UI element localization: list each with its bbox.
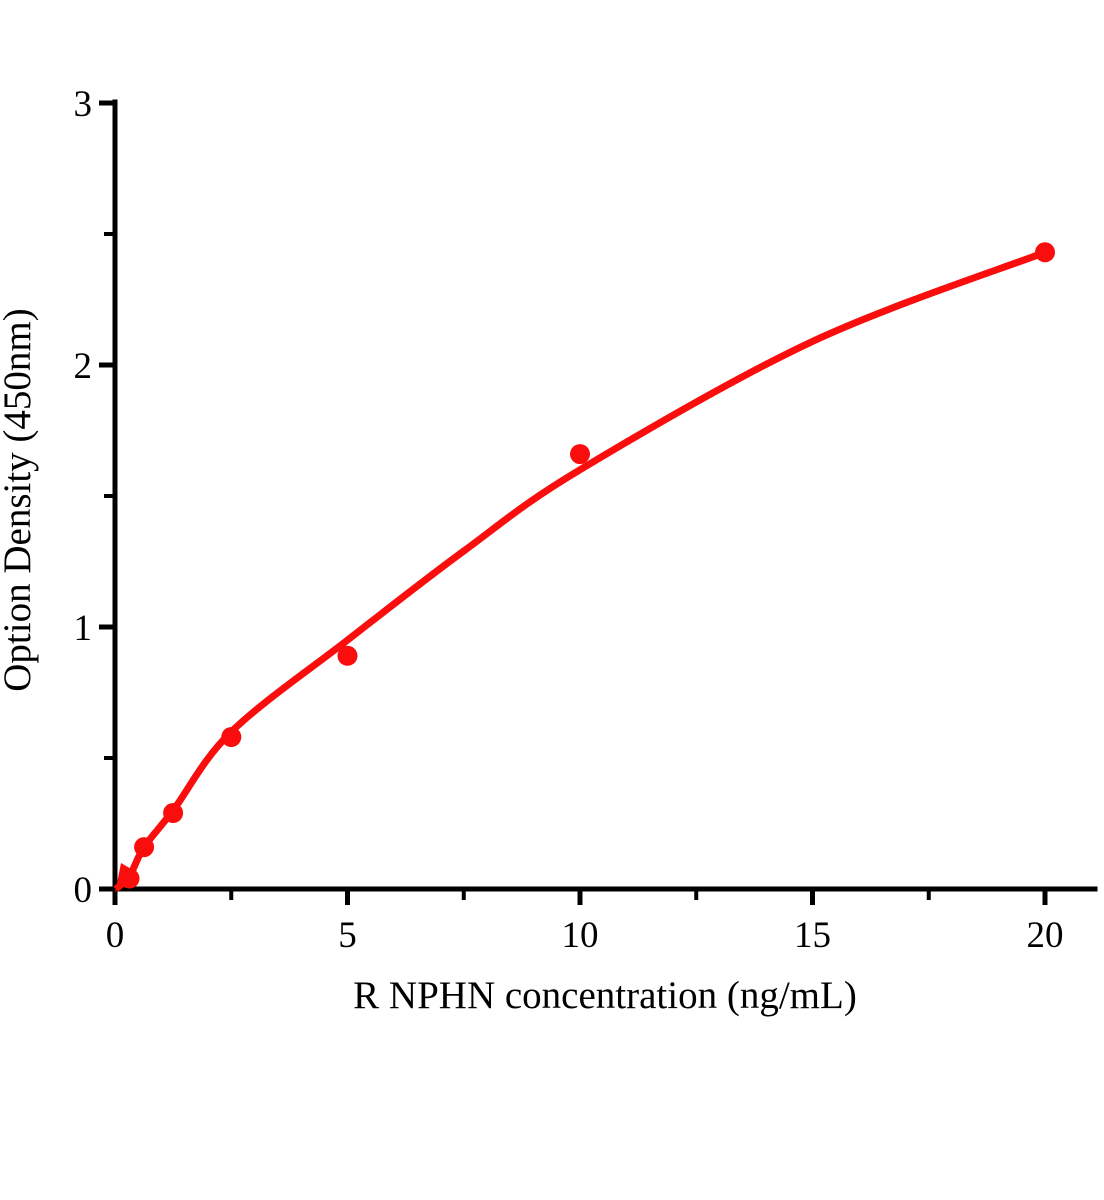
data-points: [119, 242, 1055, 889]
y-tick-label: 1: [74, 608, 93, 649]
data-point: [570, 444, 590, 465]
data-point: [221, 727, 242, 747]
x-tick-label: 15: [794, 915, 831, 956]
x-tick-label: 10: [562, 915, 599, 956]
x-axis-title: R NPHN concentration (ng/mL): [353, 974, 857, 1017]
x-tick-label: 5: [338, 915, 357, 956]
y-tick-label: 2: [74, 346, 93, 387]
y-tick-label: 0: [74, 870, 93, 911]
x-tick-label: 20: [1027, 915, 1064, 956]
data-point: [163, 803, 184, 823]
data-point: [119, 868, 140, 889]
data-point: [1035, 242, 1055, 263]
x-tick-label: 0: [106, 915, 125, 956]
fit-curve-line: [113, 249, 1047, 892]
axes: [112, 99, 1098, 892]
y-axis-title: Option Density (450nm): [0, 308, 39, 691]
axis-tick-labels: 0 5 10 15 20 0 1 2 3: [74, 84, 1064, 956]
y-tick-label: 3: [74, 84, 93, 125]
data-point: [134, 837, 155, 858]
data-point: [337, 645, 358, 666]
axis-ticks: [99, 100, 1048, 905]
